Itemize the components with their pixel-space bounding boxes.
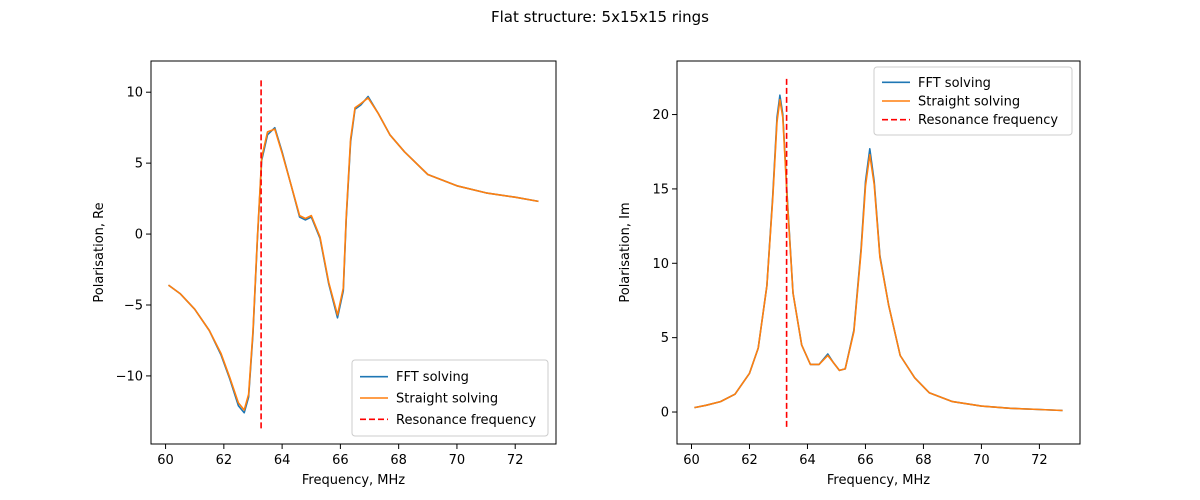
- y-axis-label: Polarisation, Im: [618, 202, 633, 302]
- x-tick-label: 62: [741, 453, 758, 468]
- figure-title: Flat structure: 5x15x15 rings: [491, 8, 709, 26]
- plot-frame: [150, 60, 557, 445]
- y-tick-label: −10: [116, 369, 143, 384]
- x-tick-label: 70: [449, 453, 466, 468]
- legend-label: FFT solving: [396, 370, 469, 385]
- x-tick-label: 64: [799, 453, 816, 468]
- plot-lines: [694, 77, 1063, 427]
- y-tick-label: 5: [135, 157, 143, 172]
- legend-label: Straight solving: [918, 95, 1020, 110]
- x-axis-label: Frequency, MHz: [302, 473, 405, 488]
- x-tick-label: 72: [1031, 453, 1048, 468]
- chart-real-part: 60 62 64 66 68 70 72 −10 −5 0 5 10 Frequency, MHz Pol…: [92, 60, 557, 488]
- chart-imaginary-part: 60 62 64 66 68 70 72 0 5 10 15 20 Frequency, MHz Pola…: [618, 60, 1081, 488]
- legend-label: FFT solving: [918, 76, 991, 91]
- y-tick-label: 10: [652, 257, 669, 272]
- x-tick-label: 68: [390, 453, 407, 468]
- x-tick-label: 62: [216, 453, 233, 468]
- series-line-straight-solving: [694, 98, 1063, 412]
- legend-box: [351, 359, 549, 437]
- y-axis-label: Polarisation, Re: [92, 202, 107, 302]
- x-tick-label: 60: [683, 453, 700, 468]
- y-tick-label: 10: [126, 86, 143, 101]
- legend-label: Straight solving: [396, 392, 498, 407]
- x-tick-label: 60: [157, 453, 174, 468]
- y-tick-label: 15: [652, 182, 669, 197]
- legend-label: Resonance frequency: [918, 113, 1058, 128]
- y-tick-label: −5: [124, 298, 143, 313]
- x-tick-label: 72: [507, 453, 524, 468]
- x-tick-label: 66: [332, 453, 349, 468]
- x-tick-label: 66: [857, 453, 874, 468]
- legend-box: [873, 66, 1073, 136]
- y-tick-label: 0: [135, 228, 143, 243]
- x-tick-label: 68: [915, 453, 932, 468]
- series-line-fft-solving: [694, 94, 1063, 412]
- plot-frame: [676, 60, 1081, 445]
- x-tick-label: 70: [973, 453, 990, 468]
- y-tick-label: 20: [652, 108, 669, 123]
- x-tick-label: 64: [274, 453, 291, 468]
- x-axis-label: Frequency, MHz: [827, 473, 930, 488]
- y-tick-label: 5: [661, 331, 669, 346]
- series-line-straight-solving: [168, 97, 539, 411]
- legend: FFT solving Straight solving Resonance fre…: [873, 66, 1073, 136]
- legend-label: Resonance frequency: [396, 413, 536, 428]
- y-tick-label: 0: [661, 406, 669, 421]
- legend: FFT solving Straight solving Resonance fre…: [351, 359, 549, 437]
- plot-lines: [168, 79, 539, 429]
